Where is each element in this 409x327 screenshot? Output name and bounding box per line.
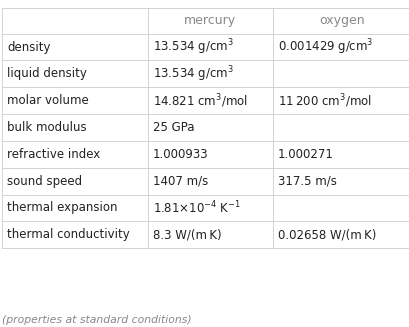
Text: 13.534 g/cm$^3$: 13.534 g/cm$^3$ xyxy=(152,64,233,84)
Text: density: density xyxy=(7,41,50,54)
Text: 1.81×10$^{-4}$ K$^{-1}$: 1.81×10$^{-4}$ K$^{-1}$ xyxy=(152,200,240,216)
Text: bulk modulus: bulk modulus xyxy=(7,121,86,134)
Text: 8.3 W/(m K): 8.3 W/(m K) xyxy=(152,228,220,241)
Text: 11 200 cm$^3$/mol: 11 200 cm$^3$/mol xyxy=(277,92,371,110)
Text: oxygen: oxygen xyxy=(319,14,364,27)
Text: 1.000933: 1.000933 xyxy=(152,148,208,161)
Text: thermal expansion: thermal expansion xyxy=(7,201,117,215)
Text: refractive index: refractive index xyxy=(7,148,100,161)
Text: 0.02658 W/(m K): 0.02658 W/(m K) xyxy=(277,228,375,241)
Text: 13.534 g/cm$^3$: 13.534 g/cm$^3$ xyxy=(152,37,233,57)
Text: 317.5 m/s: 317.5 m/s xyxy=(277,175,336,188)
Text: mercury: mercury xyxy=(184,14,236,27)
Text: molar volume: molar volume xyxy=(7,94,88,107)
Text: 0.001429 g/cm$^3$: 0.001429 g/cm$^3$ xyxy=(277,37,372,57)
Text: 1.000271: 1.000271 xyxy=(277,148,333,161)
Text: sound speed: sound speed xyxy=(7,175,82,188)
Text: (properties at standard conditions): (properties at standard conditions) xyxy=(2,315,191,325)
Text: liquid density: liquid density xyxy=(7,67,87,80)
Text: 14.821 cm$^3$/mol: 14.821 cm$^3$/mol xyxy=(152,92,247,110)
Text: 25 GPa: 25 GPa xyxy=(152,121,193,134)
Text: thermal conductivity: thermal conductivity xyxy=(7,228,129,241)
Text: 1407 m/s: 1407 m/s xyxy=(152,175,207,188)
